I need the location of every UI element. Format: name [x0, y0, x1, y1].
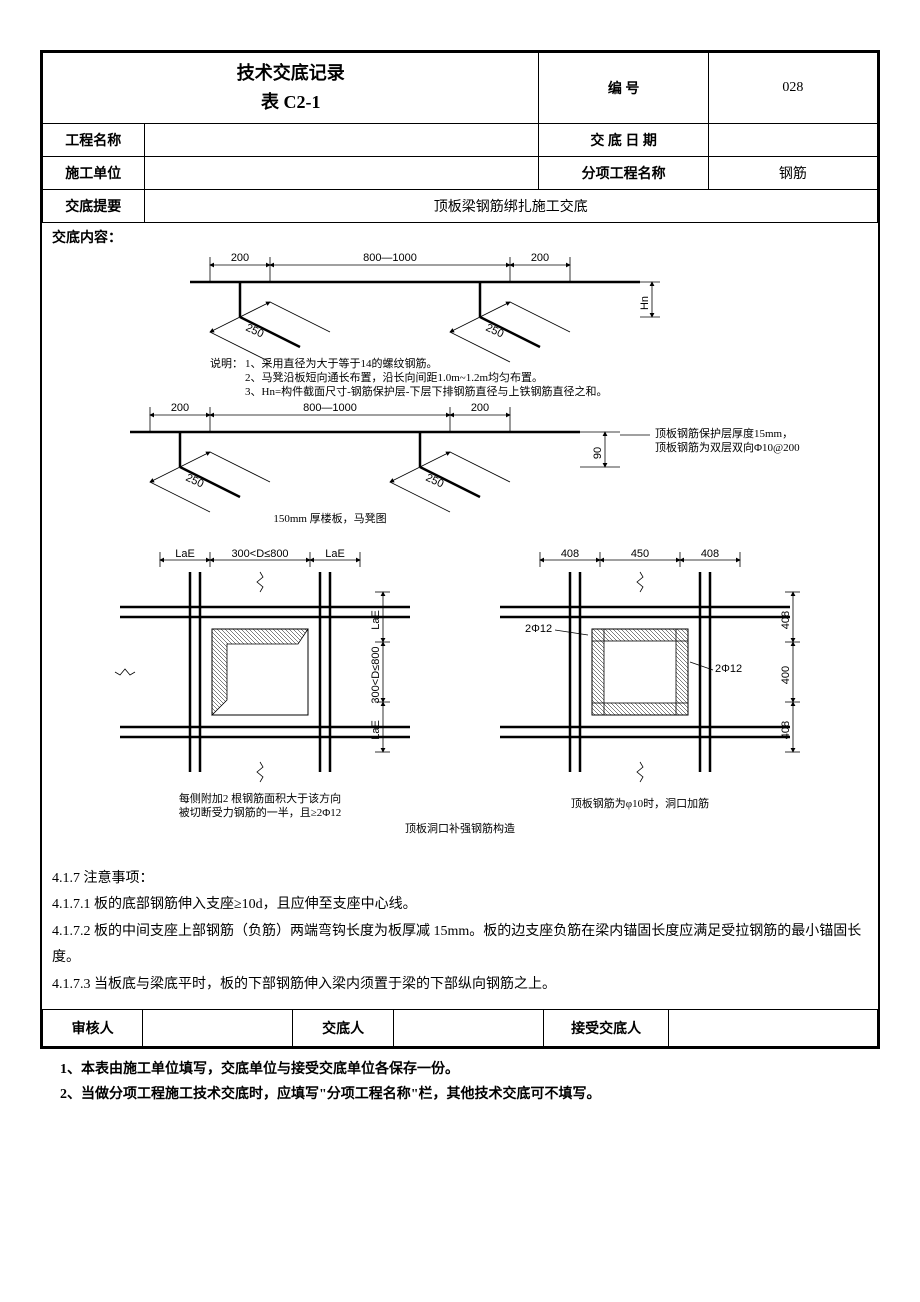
d1-brace1: 250 [244, 321, 266, 340]
diagram-2: 200 800—1000 200 250 250 [80, 397, 840, 532]
reviewer-value [143, 1009, 293, 1046]
d2-dim-left: 200 [171, 402, 189, 414]
d3r-side-mid: 400 [780, 665, 792, 683]
body-text: 4.1.7 注意事项： 4.1.7.1 板的底部钢筋伸入支座≥10d，且应伸至支… [42, 862, 878, 1009]
d2-sidenote2: 顶板钢筋为双层双向Φ10@200 [655, 440, 800, 454]
diagram-1: 200 800—1000 200 250 250 [140, 247, 780, 397]
project-name-label: 工程名称 [43, 123, 145, 156]
construction-unit-value [144, 156, 539, 189]
p4: 4.1.7.3 当板底与梁底平时，板的下部钢筋伸入梁内须置于梁的下部纵向钢筋之上… [52, 972, 868, 999]
date-label: 交 底 日 期 [539, 123, 708, 156]
d3l-side-top: LaE [370, 610, 382, 630]
diagram-3: LaE 300<D≤800 LaE [70, 532, 850, 852]
p3: 4.1.7.2 板的中间支座上部钢筋（负筋）两端弯钩长度为板厚减 15mm。板的… [52, 919, 868, 972]
p2: 4.1.7.1 板的底部钢筋伸入支座≥10d，且应伸至支座中心线。 [52, 892, 868, 919]
title-line1: 技术交底记录 [51, 59, 530, 88]
d3-main-caption: 顶板洞口补强钢筋构造 [405, 821, 515, 835]
document-frame: 技术交底记录 表 C2-1 编 号 028 工程名称 交 底 日 期 施工单位 … [40, 50, 880, 1049]
content-label: 交底内容： [42, 223, 878, 247]
header-table: 技术交底记录 表 C2-1 编 号 028 工程名称 交 底 日 期 施工单位 … [42, 52, 878, 223]
footnotes: 1、本表由施工单位填写，交底单位与接受交底单位各保存一份。 2、当做分项工程施工… [40, 1057, 880, 1107]
d3r-side-top: 408 [780, 610, 792, 628]
d3l-top-right: LaE [325, 548, 345, 560]
d1-brace2: 250 [484, 321, 506, 340]
d2-dim-mid: 800—1000 [303, 402, 357, 414]
d2-height: 90 [592, 446, 604, 458]
d3l-top-mid: 300<D≤800 [231, 548, 288, 560]
d3r-caption: 顶板钢筋为φ10时，洞口加筋 [571, 796, 709, 810]
footnote-2: 2、当做分项工程施工技术交底时，应填写"分项工程名称"栏，其他技术交底可不填写。 [60, 1082, 880, 1107]
d2-brace1: 250 [184, 471, 206, 490]
construction-unit-label: 施工单位 [43, 156, 145, 189]
footer-table: 审核人 交底人 接受交底人 [42, 1009, 878, 1047]
deliverer-label: 交底人 [293, 1009, 393, 1046]
d1-dim-right: 200 [531, 252, 549, 264]
sub-project-value: 钢筋 [708, 156, 877, 189]
p1: 4.1.7 注意事项： [52, 866, 868, 893]
receiver-label: 接受交底人 [543, 1009, 668, 1046]
reviewer-label: 审核人 [43, 1009, 143, 1046]
d2-dim-right: 200 [471, 402, 489, 414]
d3r-side-bot: 408 [780, 720, 792, 738]
date-value [708, 123, 877, 156]
d3r-top-right: 408 [701, 548, 719, 560]
d3l-top-left: LaE [175, 548, 195, 560]
sub-project-label: 分项工程名称 [539, 156, 708, 189]
title-line2: 表 C2-1 [51, 88, 530, 117]
d3r-rebar2: 2Φ12 [715, 663, 742, 675]
d1-note-prefix: 说明： [210, 356, 243, 370]
d3r-top-mid: 450 [631, 548, 649, 560]
d2-sidenote1: 顶板钢筋保护层厚度15mm， [655, 426, 793, 440]
d1-hn: Hn [639, 296, 651, 310]
summary-label: 交底提要 [43, 189, 145, 222]
footnote-1: 1、本表由施工单位填写，交底单位与接受交底单位各保存一份。 [60, 1057, 880, 1082]
d1-note2: 2、马凳沿板短向通长布置，沿长向间距1.0m~1.2m均匀布置。 [245, 370, 543, 384]
d3r-rebar1: 2Φ12 [525, 623, 552, 635]
title-cell: 技术交底记录 表 C2-1 [43, 53, 539, 124]
summary-value: 顶板梁钢筋绑扎施工交底 [144, 189, 877, 222]
d1-note1: 1、采用直径为大于等于14的螺纹钢筋。 [245, 356, 438, 370]
d1-dim-left: 200 [231, 252, 249, 264]
d3l-note1: 每侧附加2 根钢筋面积大于该方向 [179, 791, 341, 805]
d1-dim-mid: 800—1000 [363, 252, 417, 264]
deliverer-value [393, 1009, 543, 1046]
d1-note3: 3、Hn=构件截面尺寸-钢筋保护层-下层下排钢筋直径与上铁钢筋直径之和。 [245, 384, 607, 397]
diagram-area: 200 800—1000 200 250 250 [42, 247, 878, 852]
d2-brace2: 250 [424, 471, 446, 490]
code-label: 编 号 [539, 53, 708, 124]
project-name-value [144, 123, 539, 156]
d3l-note2: 被切断受力钢筋的一半，且≥2Φ12 [179, 805, 342, 819]
d2-caption: 150mm 厚楼板，马凳图 [273, 511, 386, 525]
receiver-value [669, 1009, 878, 1046]
d3l-side-bot: LaE [370, 720, 382, 740]
code-value: 028 [708, 53, 877, 124]
d3l-side-mid: 300<D≤800 [370, 646, 382, 703]
d3r-top-left: 408 [561, 548, 579, 560]
